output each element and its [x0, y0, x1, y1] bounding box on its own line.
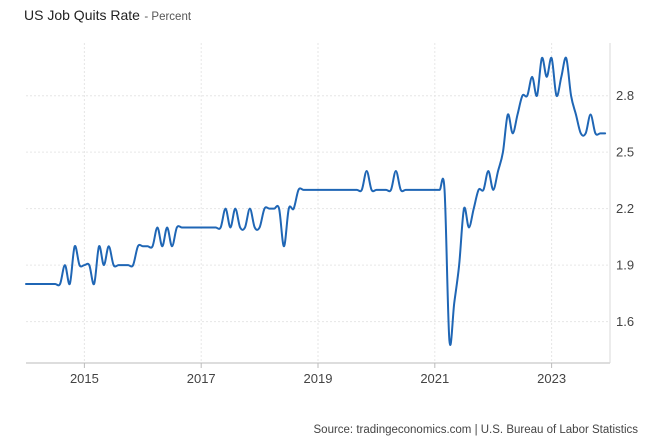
x-tick-label: 2017 [187, 371, 216, 386]
source-attribution: Source: tradingeconomics.com | U.S. Bure… [313, 424, 639, 436]
y-tick-label: 1.9 [616, 258, 634, 273]
y-tick-label: 2.2 [616, 201, 634, 216]
y-tick-label: 2.8 [616, 88, 634, 103]
series-line [25, 56, 607, 346]
x-tick-label: 2021 [420, 371, 449, 386]
chart-title-block: US Job Quits Rate - Percent [24, 7, 191, 25]
x-tick-label: 2019 [304, 371, 333, 386]
chart-title: US Job Quits Rate [24, 7, 140, 23]
y-tick-label: 1.6 [616, 314, 634, 329]
chart-subtitle: - Percent [144, 11, 192, 23]
x-tick-label: 2015 [70, 371, 99, 386]
x-tick-label: 2023 [537, 371, 566, 386]
y-tick-label: 2.5 [616, 145, 634, 160]
